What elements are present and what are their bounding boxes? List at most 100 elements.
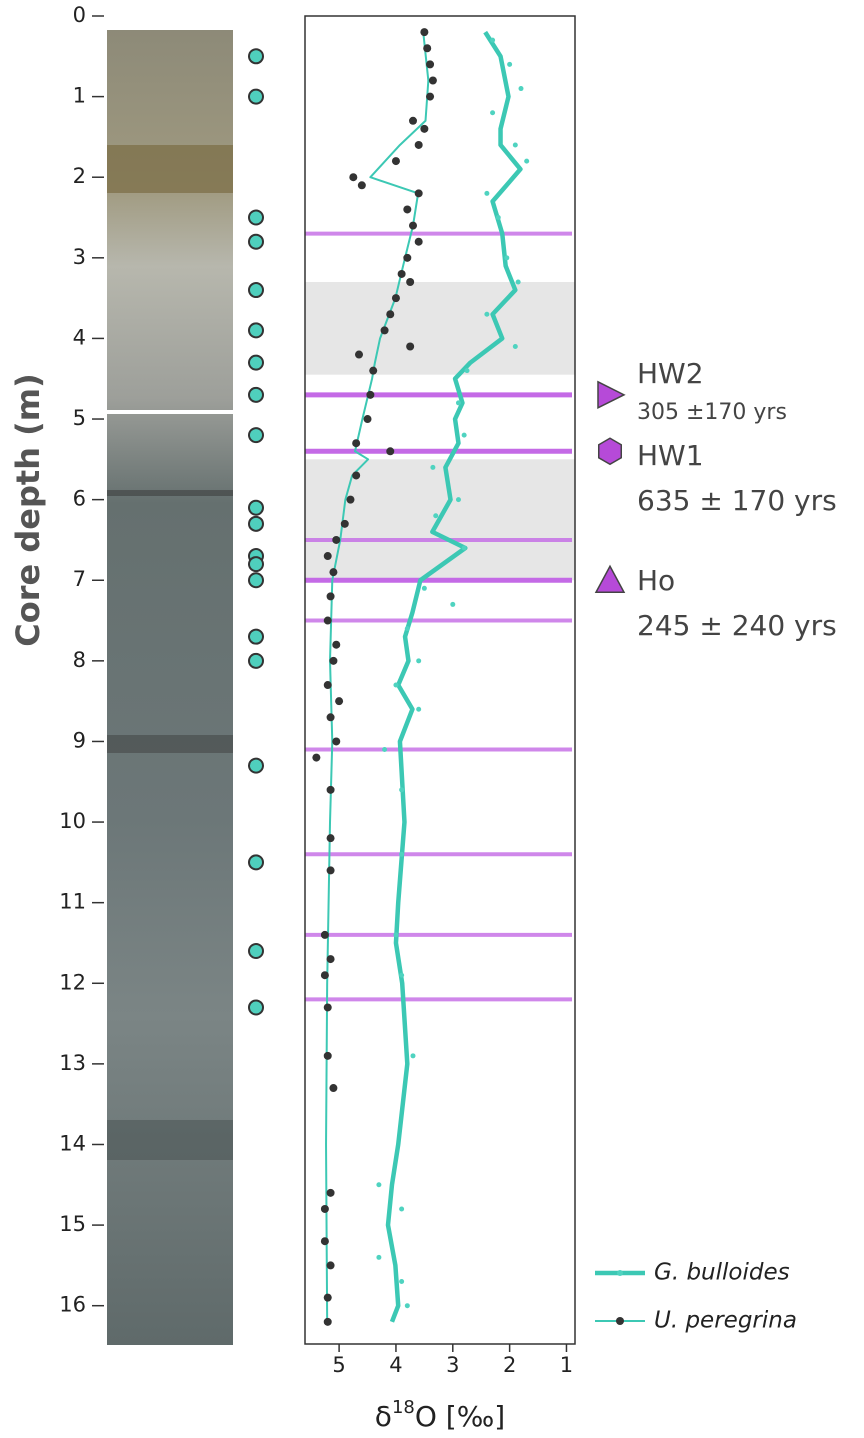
- series-point: [323, 1317, 332, 1326]
- y-tick-label: 0: [73, 3, 86, 27]
- series-point: [397, 269, 406, 278]
- series-point: [320, 1204, 329, 1213]
- series-line: [325, 32, 430, 1322]
- series-point: [420, 28, 429, 37]
- y-tick-label: 3: [73, 245, 86, 269]
- sample-marker: [248, 757, 264, 774]
- series-point: [329, 656, 338, 665]
- x-tick-label: 4: [389, 1353, 402, 1377]
- series-point: [461, 545, 467, 551]
- series-point: [326, 866, 335, 875]
- series-point: [326, 1261, 335, 1270]
- series-point: [490, 110, 496, 116]
- event-age: 635 ± 170 yrs: [637, 484, 837, 517]
- series-point: [393, 682, 399, 688]
- series-point: [416, 658, 422, 664]
- sample-marker: [248, 515, 264, 532]
- series-point: [326, 955, 335, 964]
- series-point: [332, 737, 341, 746]
- x-tick-label: 5: [332, 1353, 345, 1377]
- x-label-sup: 18: [392, 1397, 415, 1418]
- core-layer: [107, 1120, 233, 1160]
- y-tick-label: 7: [73, 567, 86, 591]
- series-point: [326, 1188, 335, 1197]
- series-point: [524, 158, 530, 164]
- x-tick-label: 2: [503, 1353, 516, 1377]
- series-point: [512, 142, 518, 148]
- series-point: [414, 140, 423, 149]
- series-point: [323, 1003, 332, 1012]
- sample-marker: [248, 556, 264, 573]
- series-point: [507, 61, 513, 67]
- series-point: [409, 221, 417, 230]
- series-point: [426, 92, 435, 101]
- series-point: [410, 1053, 416, 1059]
- legend-point: [616, 1317, 624, 1325]
- series-point: [329, 568, 338, 577]
- series-point: [495, 215, 501, 221]
- series-point: [504, 255, 510, 261]
- series-point: [404, 1303, 410, 1309]
- series-point: [490, 37, 496, 43]
- sample-marker: [248, 499, 264, 516]
- series-point: [515, 279, 521, 285]
- sample-marker: [248, 48, 264, 65]
- sample-marker: [248, 354, 264, 371]
- series-point: [386, 447, 395, 456]
- event-marker: [597, 437, 623, 466]
- core-photo: [107, 30, 233, 1345]
- y-tick-label: 5: [73, 406, 86, 430]
- series-point: [320, 971, 329, 980]
- series-point: [320, 930, 329, 939]
- x-label-part: δ: [375, 1400, 392, 1433]
- series-point: [416, 706, 422, 712]
- series-point: [340, 519, 349, 528]
- series-point: [403, 253, 412, 262]
- series-point: [376, 1182, 382, 1188]
- series-point: [430, 464, 436, 470]
- series-point: [323, 1051, 332, 1060]
- event-name: Ho: [637, 564, 675, 597]
- series-point: [403, 205, 412, 214]
- series-point: [518, 86, 524, 92]
- series-point: [332, 535, 341, 544]
- series-point: [346, 495, 355, 504]
- series-point: [426, 60, 435, 69]
- y-tick-label: 13: [59, 1051, 86, 1075]
- series-point: [326, 713, 335, 722]
- series-point: [406, 342, 415, 351]
- series-point: [414, 189, 423, 198]
- series-point: [312, 753, 321, 762]
- series-point: [399, 972, 405, 978]
- series-point: [399, 1206, 405, 1212]
- sample-marker: [248, 88, 264, 105]
- sample-marker: [248, 572, 264, 589]
- series-point: [329, 1084, 338, 1093]
- series-point: [393, 932, 399, 938]
- series-point: [484, 311, 490, 317]
- series-point: [352, 471, 361, 480]
- y-tick-label: 1: [73, 84, 86, 108]
- sample-marker: [248, 652, 264, 669]
- series-point: [455, 497, 461, 503]
- series-point: [420, 124, 429, 133]
- event-name: HW1: [637, 439, 704, 472]
- series-point: [409, 116, 417, 125]
- series-point: [391, 294, 400, 303]
- plot-frame: [304, 15, 576, 1345]
- series-point: [380, 326, 389, 335]
- series-point: [391, 157, 400, 166]
- core-layer: [107, 490, 233, 496]
- sample-marker: [248, 943, 264, 960]
- y-tick-label: 8: [73, 648, 86, 672]
- sample-marker: [248, 209, 264, 226]
- series-point: [320, 1237, 329, 1246]
- series-point: [326, 592, 335, 601]
- series-point: [404, 626, 410, 632]
- sample-marker: [248, 233, 264, 250]
- series-point: [386, 310, 395, 319]
- series-point: [323, 616, 332, 625]
- series-point: [414, 237, 423, 246]
- series-point: [323, 552, 332, 561]
